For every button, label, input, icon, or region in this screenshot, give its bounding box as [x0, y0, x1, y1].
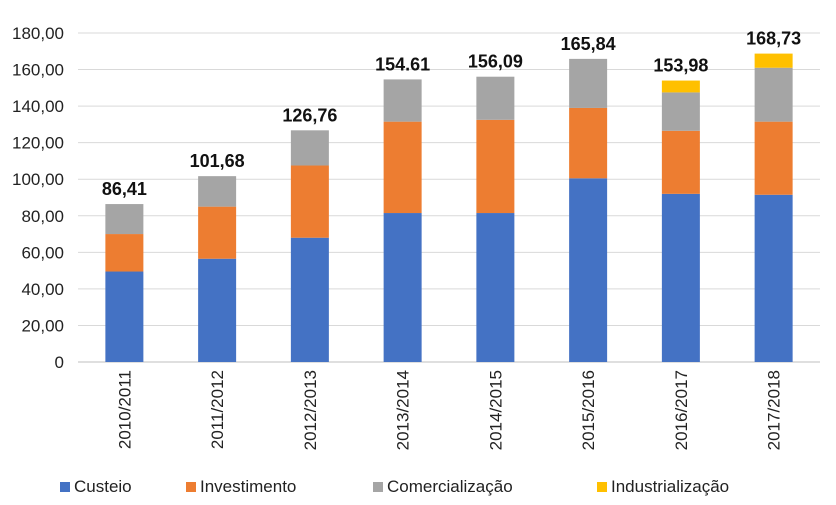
bar-comercializacao-2014-2015: [476, 76, 515, 120]
bar-investimento-2013-2014: [383, 121, 422, 214]
bar-custeio-2010-2011: [105, 271, 144, 362]
legend-label-industrializacao: Industrialização: [611, 477, 729, 496]
grid-lines: [78, 32, 820, 363]
total-label-2013-2014: 154.61: [375, 54, 430, 74]
y-tick-label: 160,00: [12, 61, 64, 80]
bar-investimento-2011-2012: [198, 206, 237, 259]
bar-investimento-2010-2011: [105, 234, 144, 272]
y-tick-label: 80,00: [21, 207, 64, 226]
bar-comercializacao-2016-2017: [661, 92, 700, 131]
bar-investimento-2017-2018: [754, 121, 793, 195]
y-tick-label: 180,00: [12, 24, 64, 43]
legend-label-investimento: Investimento: [200, 477, 296, 496]
bar-comercializacao-2013-2014: [383, 79, 422, 122]
bar-industrializacao-2017-2018: [754, 53, 793, 68]
y-tick-label: 20,00: [21, 316, 64, 335]
total-label-2017-2018: 168,73: [746, 29, 801, 49]
bar-custeio-2012-2013: [290, 237, 329, 362]
y-tick-label: 100,00: [12, 170, 64, 189]
y-axis-tick-labels: 0 20,00 40,00 60,00 80,00 100,00 120,00 140,00 1…: [12, 24, 64, 372]
total-label-2012-2013: 126,76: [282, 105, 337, 125]
legend-item-custeio: Custeio: [60, 477, 132, 496]
bar-stacks: [105, 53, 793, 362]
bar-custeio-2015-2016: [569, 178, 608, 362]
bar-comercializacao-2011-2012: [198, 176, 237, 207]
total-label-2016-2017: 153,98: [653, 56, 708, 76]
legend-item-comercializacao: Comercialização: [373, 477, 513, 496]
legend-item-investimento: Investimento: [186, 477, 296, 496]
total-label-2014-2015: 156,09: [468, 52, 523, 72]
y-tick-label: 0: [55, 353, 64, 372]
bar-comercializacao-2010-2011: [105, 204, 144, 235]
total-label-2010-2011: 86,41: [102, 179, 147, 199]
total-labels: 86,41 101,68 126,76 154.61 156,09 165,84 153,9…: [102, 29, 801, 199]
legend-swatch-custeio: [60, 482, 70, 492]
x-axis-tick-labels: 2010/2011 2011/2012 2012/2013 2013/2014 2014…: [115, 370, 783, 450]
bar-comercializacao-2017-2018: [754, 67, 793, 122]
bar-investimento-2012-2013: [290, 165, 329, 238]
x-tick-label-2017-2018: 2017/2018: [765, 370, 784, 450]
x-tick-label-2012-2013: 2012/2013: [301, 370, 320, 450]
bar-custeio-2016-2017: [661, 193, 700, 362]
bar-investimento-2014-2015: [476, 119, 515, 214]
legend-swatch-comercializacao: [373, 482, 383, 492]
total-label-2011-2012: 101,68: [190, 151, 245, 171]
bar-comercializacao-2012-2013: [290, 130, 329, 166]
bar-custeio-2014-2015: [476, 213, 515, 362]
x-tick-label-2013-2014: 2013/2014: [394, 370, 413, 450]
bar-investimento-2016-2017: [661, 130, 700, 194]
bar-industrializacao-2016-2017: [661, 80, 700, 93]
legend-label-comercializacao: Comercialização: [387, 477, 513, 496]
total-label-2015-2016: 165,84: [561, 34, 616, 54]
legend-item-industrializacao: Industrialização: [597, 477, 729, 496]
x-tick-label-2010-2011: 2010/2011: [115, 370, 134, 449]
bar-custeio-2011-2012: [198, 258, 237, 362]
legend-swatch-industrializacao: [597, 482, 607, 492]
x-tick-label-2015-2016: 2015/2016: [579, 370, 598, 450]
x-tick-label-2016-2017: 2016/2017: [672, 370, 691, 450]
bar-custeio-2017-2018: [754, 194, 793, 362]
bar-comercializacao-2015-2016: [569, 58, 608, 108]
y-tick-label: 140,00: [12, 97, 64, 116]
y-tick-label: 40,00: [21, 280, 64, 299]
y-tick-label: 60,00: [21, 243, 64, 262]
legend: Custeio Investimento Comercialização Indust…: [60, 477, 729, 496]
legend-swatch-investimento: [186, 482, 196, 492]
y-tick-label: 120,00: [12, 134, 64, 153]
bar-investimento-2015-2016: [569, 107, 608, 179]
x-tick-label-2014-2015: 2014/2015: [486, 370, 505, 450]
x-tick-label-2011-2012: 2011/2012: [208, 370, 227, 449]
legend-label-custeio: Custeio: [74, 477, 132, 496]
bar-custeio-2013-2014: [383, 213, 422, 362]
